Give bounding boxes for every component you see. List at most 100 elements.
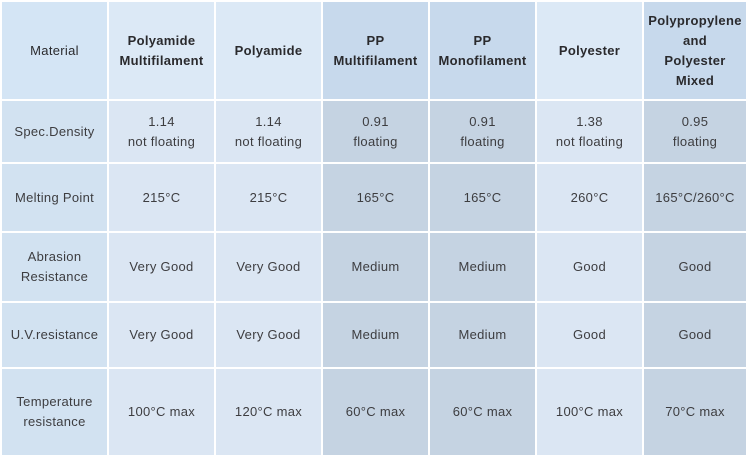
table-body: Spec.Density 1.14 not floating 1.14 not floa… <box>0 99 746 457</box>
cell-text-line: not floating <box>234 133 303 149</box>
cell-text-line: 165°C <box>463 189 502 205</box>
table-cell-temperature-resistance-pp-monofilament: 60°C max <box>428 367 537 457</box>
table-cell-melting-point-pp-polyester-mixed: 165°C/260°C <box>642 162 746 233</box>
table-cell-uv-resistance-polyester: Good <box>535 301 644 369</box>
row-label-abrasion-resistance: Abrasion Resistance <box>0 231 109 303</box>
table-cell-melting-point-pp-monofilament: 165°C <box>428 162 537 233</box>
cell-text-line: 100°C max <box>555 404 624 419</box>
table-cell-uv-resistance-pp-monofilament: Medium <box>428 301 537 369</box>
cell-text-line: Very Good <box>236 327 301 342</box>
cell-text-line: 70°C max <box>665 404 725 419</box>
table-row-abrasion-resistance: Abrasion Resistance Very Good Very Good Medi… <box>0 231 746 303</box>
cell-text-line: Good <box>678 259 712 274</box>
column-header-pp-multifilament: PP Multifilament <box>321 0 430 101</box>
table-cell-temperature-resistance-polyester: 100°C max <box>535 367 644 457</box>
cell-text-line: Polyester <box>558 42 621 58</box>
cell-text-line: U.V.resistance <box>10 327 99 342</box>
table-cell-uv-resistance-polyamide: Very Good <box>214 301 323 369</box>
cell-text-line: 1.14 <box>148 113 175 129</box>
column-header-pp-polyester-mixed: Polypropylene and Polyester Mixed <box>642 0 746 101</box>
cell-text-line: Good <box>572 259 606 274</box>
row-label-melting-point: Melting Point <box>0 162 109 233</box>
cell-text-line: 215°C <box>142 189 181 205</box>
table-cell-uv-resistance-pp-polyester-mixed: Good <box>642 301 746 369</box>
table-cell-temperature-resistance-polyamide: 120°C max <box>214 367 323 457</box>
cell-text-line: Very Good <box>236 259 301 274</box>
cell-text-line: resistance <box>23 414 86 429</box>
cell-text-line: not floating <box>555 133 624 149</box>
cell-text-line: 165°C <box>356 189 395 205</box>
table-row-temperature-resistance: Temperature resistance 100°C max 120°C max 6… <box>0 367 746 457</box>
cell-text-line: Multifilament <box>119 52 204 68</box>
cell-text-line: floating <box>353 133 398 149</box>
cell-text-line: floating <box>460 133 505 149</box>
cell-text-line: PP <box>473 32 492 48</box>
cell-text-line: 100°C max <box>127 404 196 419</box>
table-cell-uv-resistance-pp-multifilament: Medium <box>321 301 430 369</box>
cell-text-line: Melting Point <box>14 189 95 205</box>
column-header-material: Material <box>0 0 109 101</box>
table-cell-spec-density-polyester: 1.38 not floating <box>535 99 644 164</box>
table-row-uv-resistance: U.V.resistance Very Good Very Good Medium Me… <box>0 301 746 369</box>
column-header-polyester: Polyester <box>535 0 644 101</box>
table-cell-abrasion-resistance-pp-multifilament: Medium <box>321 231 430 303</box>
cell-text-line: PP <box>366 32 385 48</box>
table-row-melting-point: Melting Point 215°C 215°C 165°C 165°C 260°C 16… <box>0 162 746 233</box>
table-cell-spec-density-polyamide-multifilament: 1.14 not floating <box>107 99 216 164</box>
cell-text-line: Temperature <box>16 394 93 409</box>
cell-text-line: Very Good <box>129 327 194 342</box>
table-cell-abrasion-resistance-polyester: Good <box>535 231 644 303</box>
cell-text-line: Medium <box>351 327 400 342</box>
cell-text-line: Medium <box>458 327 507 342</box>
cell-text-line: not floating <box>127 133 196 149</box>
cell-text-line: Polypropylene and <box>648 12 742 48</box>
cell-text-line: Polyamide <box>234 42 303 58</box>
cell-text-line: 0.91 <box>469 113 496 129</box>
row-label-uv-resistance: U.V.resistance <box>0 301 109 369</box>
cell-text-line: floating <box>672 133 718 149</box>
table-cell-melting-point-polyester: 260°C <box>535 162 644 233</box>
column-header-polyamide: Polyamide <box>214 0 323 101</box>
table-cell-temperature-resistance-polyamide-multifilament: 100°C max <box>107 367 216 457</box>
table-cell-melting-point-polyamide: 215°C <box>214 162 323 233</box>
cell-text-line: 60°C max <box>345 404 406 419</box>
table-cell-spec-density-pp-polyester-mixed: 0.95 floating <box>642 99 746 164</box>
table-cell-uv-resistance-polyamide-multifilament: Very Good <box>107 301 216 369</box>
cell-text-line: 215°C <box>249 189 288 205</box>
cell-text-line: 0.95 <box>681 113 709 129</box>
table-row-spec-density: Spec.Density 1.14 not floating 1.14 not floa… <box>0 99 746 164</box>
table-cell-abrasion-resistance-polyamide: Very Good <box>214 231 323 303</box>
cell-text-line: Medium <box>351 259 400 274</box>
cell-text-line: Medium <box>458 259 507 274</box>
cell-text-line: 1.38 <box>576 113 603 129</box>
column-header-polyamide-multifilament: Polyamide Multifilament <box>107 0 216 101</box>
header-row: Material Polyamide Multifilament Polyamide P… <box>0 0 746 101</box>
cell-text-line: 260°C <box>570 189 609 205</box>
cell-text-line: Multifilament <box>333 52 418 68</box>
cell-text-line: 165°C/260°C <box>655 189 735 205</box>
cell-text-line: Good <box>678 327 712 342</box>
cell-text-line: 0.91 <box>362 113 389 129</box>
cell-text-line: 60°C max <box>452 404 513 419</box>
table-cell-spec-density-pp-monofilament: 0.91 floating <box>428 99 537 164</box>
row-label-temperature-resistance: Temperature resistance <box>0 367 109 457</box>
table-cell-temperature-resistance-pp-multifilament: 60°C max <box>321 367 430 457</box>
cell-text-line: 1.14 <box>255 113 282 129</box>
table-cell-melting-point-polyamide-multifilament: 215°C <box>107 162 216 233</box>
table-cell-spec-density-pp-multifilament: 0.91 floating <box>321 99 430 164</box>
cell-text-line: Good <box>572 327 606 342</box>
cell-text-line: Abrasion <box>27 249 82 264</box>
cell-text-line: Spec.Density <box>14 123 95 139</box>
table-cell-temperature-resistance-pp-polyester-mixed: 70°C max <box>642 367 746 457</box>
cell-text-line: 120°C max <box>234 404 303 419</box>
table-cell-abrasion-resistance-pp-polyester-mixed: Good <box>642 231 746 303</box>
cell-text-line: Material <box>30 42 79 58</box>
table-cell-abrasion-resistance-polyamide-multifilament: Very Good <box>107 231 216 303</box>
cell-text-line: Very Good <box>129 259 194 274</box>
cell-text-line: Monofilament <box>438 52 527 68</box>
row-label-spec-density: Spec.Density <box>0 99 109 164</box>
table-cell-abrasion-resistance-pp-monofilament: Medium <box>428 231 537 303</box>
column-header-pp-monofilament: PP Monofilament <box>428 0 537 101</box>
